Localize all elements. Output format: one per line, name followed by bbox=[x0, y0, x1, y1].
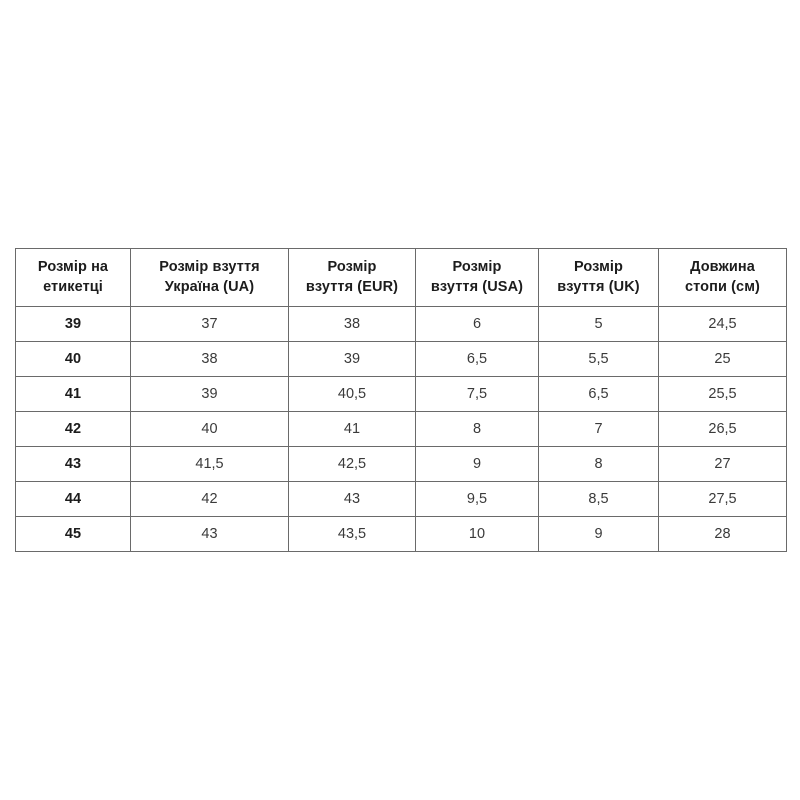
cell-size-usa: 6,5 bbox=[415, 341, 539, 377]
cell-size-ua: 39 bbox=[130, 376, 289, 412]
column-header-line-2: Україна (UA) bbox=[164, 278, 255, 295]
cell-label-size: 41 bbox=[15, 376, 131, 412]
cell-size-ua: 40 bbox=[130, 411, 289, 447]
table-row: 40 38 39 6,5 5,5 25 bbox=[15, 341, 787, 377]
cell-foot-length-cm: 27,5 bbox=[658, 481, 787, 517]
cell-foot-length-cm: 24,5 bbox=[658, 306, 787, 342]
cell-size-usa: 9,5 bbox=[415, 481, 539, 517]
table-row: 42 40 41 8 7 26,5 bbox=[15, 411, 787, 447]
cell-foot-length-cm: 25 bbox=[658, 341, 787, 377]
column-header-line-1: Розмір взуття bbox=[159, 258, 260, 275]
cell-label-size: 44 bbox=[15, 481, 131, 517]
table-row: 45 43 43,5 10 9 28 bbox=[15, 516, 787, 552]
cell-size-eur: 41 bbox=[288, 411, 416, 447]
column-header-size-eur: Розмір взуття (EUR) bbox=[288, 248, 416, 307]
column-header-foot-length-cm: Довжина стопи (см) bbox=[658, 248, 787, 307]
cell-size-usa: 9 bbox=[415, 446, 539, 482]
column-header-size-uk: Розмір взуття (UK) bbox=[538, 248, 659, 307]
column-header-line-2: взуття (UK) bbox=[557, 278, 640, 295]
cell-size-uk: 9 bbox=[538, 516, 659, 552]
size-chart-container: Розмір на етикетці Розмір взуття Україна… bbox=[15, 248, 787, 552]
cell-size-ua: 42 bbox=[130, 481, 289, 517]
table-row: 44 42 43 9,5 8,5 27,5 bbox=[15, 481, 787, 517]
cell-size-eur: 40,5 bbox=[288, 376, 416, 412]
column-header-line-1: Розмір bbox=[452, 258, 502, 275]
table-row: 39 37 38 6 5 24,5 bbox=[15, 306, 787, 342]
cell-size-eur: 43,5 bbox=[288, 516, 416, 552]
column-header-size-usa: Розмір взуття (USA) bbox=[415, 248, 539, 307]
cell-size-eur: 39 bbox=[288, 341, 416, 377]
column-header-line-2: взуття (USA) bbox=[430, 278, 524, 295]
cell-size-uk: 5 bbox=[538, 306, 659, 342]
cell-label-size: 45 bbox=[15, 516, 131, 552]
cell-size-ua: 41,5 bbox=[130, 446, 289, 482]
column-header-line-1: Розмір bbox=[327, 258, 377, 275]
column-header-size-ua: Розмір взуття Україна (UA) bbox=[130, 248, 289, 307]
cell-size-uk: 5,5 bbox=[538, 341, 659, 377]
cell-foot-length-cm: 28 bbox=[658, 516, 787, 552]
table-header-row: Розмір на етикетці Розмір взуття Україна… bbox=[15, 248, 787, 307]
shoe-size-conversion-table: Розмір на етикетці Розмір взуття Україна… bbox=[15, 248, 787, 552]
cell-foot-length-cm: 25,5 bbox=[658, 376, 787, 412]
cell-size-ua: 43 bbox=[130, 516, 289, 552]
table-row: 41 39 40,5 7,5 6,5 25,5 bbox=[15, 376, 787, 412]
cell-label-size: 42 bbox=[15, 411, 131, 447]
table-header: Розмір на етикетці Розмір взуття Україна… bbox=[15, 248, 787, 307]
cell-label-size: 40 bbox=[15, 341, 131, 377]
cell-size-eur: 38 bbox=[288, 306, 416, 342]
table-body: 39 37 38 6 5 24,5 40 38 39 6,5 5,5 25 41… bbox=[15, 306, 787, 552]
cell-size-uk: 6,5 bbox=[538, 376, 659, 412]
column-header-line-2: етикетці bbox=[43, 278, 103, 295]
table-row: 43 41,5 42,5 9 8 27 bbox=[15, 446, 787, 482]
cell-size-uk: 7 bbox=[538, 411, 659, 447]
cell-foot-length-cm: 26,5 bbox=[658, 411, 787, 447]
column-header-line-2: взуття (EUR) bbox=[305, 278, 399, 295]
cell-size-uk: 8,5 bbox=[538, 481, 659, 517]
cell-size-usa: 8 bbox=[415, 411, 539, 447]
column-header-line-1: Розмір на bbox=[37, 258, 109, 275]
column-header-line-1: Розмір bbox=[573, 258, 624, 275]
column-header-line-1: Довжина bbox=[690, 258, 755, 275]
cell-size-ua: 37 bbox=[130, 306, 289, 342]
cell-size-usa: 10 bbox=[415, 516, 539, 552]
column-header-label-size: Розмір на етикетці bbox=[15, 248, 131, 307]
cell-size-ua: 38 bbox=[130, 341, 289, 377]
cell-size-usa: 6 bbox=[415, 306, 539, 342]
cell-size-eur: 43 bbox=[288, 481, 416, 517]
cell-size-eur: 42,5 bbox=[288, 446, 416, 482]
cell-label-size: 39 bbox=[15, 306, 131, 342]
cell-foot-length-cm: 27 bbox=[658, 446, 787, 482]
cell-size-usa: 7,5 bbox=[415, 376, 539, 412]
cell-size-uk: 8 bbox=[538, 446, 659, 482]
column-header-line-2: стопи (см) bbox=[685, 278, 760, 295]
cell-label-size: 43 bbox=[15, 446, 131, 482]
